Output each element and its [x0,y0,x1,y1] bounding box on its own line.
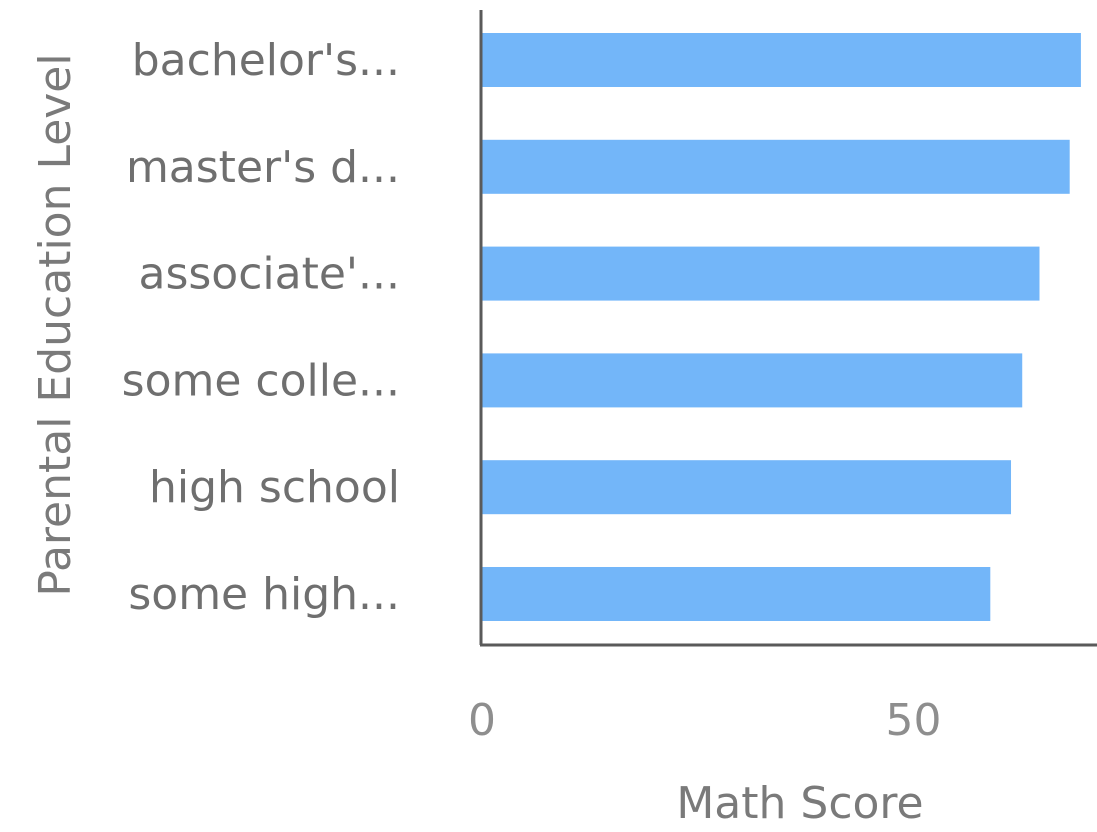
category-label: high school [149,462,400,513]
y-axis-title: Parental Education Level [30,53,81,596]
bar [482,460,1012,515]
x-axis-title: Math Score [676,778,923,829]
category-label: bachelor's... [132,35,400,86]
bar [482,353,1023,408]
category-label: master's d... [126,142,400,193]
category-label: associate'... [139,249,401,300]
category-label: some high... [128,569,400,620]
x-tick-label: 50 [886,695,942,746]
bar [482,246,1040,301]
category-label: some colle... [122,355,400,406]
bars-group [482,33,1081,621]
bar [482,33,1081,87]
bar [482,567,991,621]
x-tick-label: 0 [468,695,496,746]
x-tick-labels: 0 50 [468,695,942,746]
bar [482,139,1070,194]
category-labels: bachelor's... master's d... associate'... s… [122,35,400,620]
